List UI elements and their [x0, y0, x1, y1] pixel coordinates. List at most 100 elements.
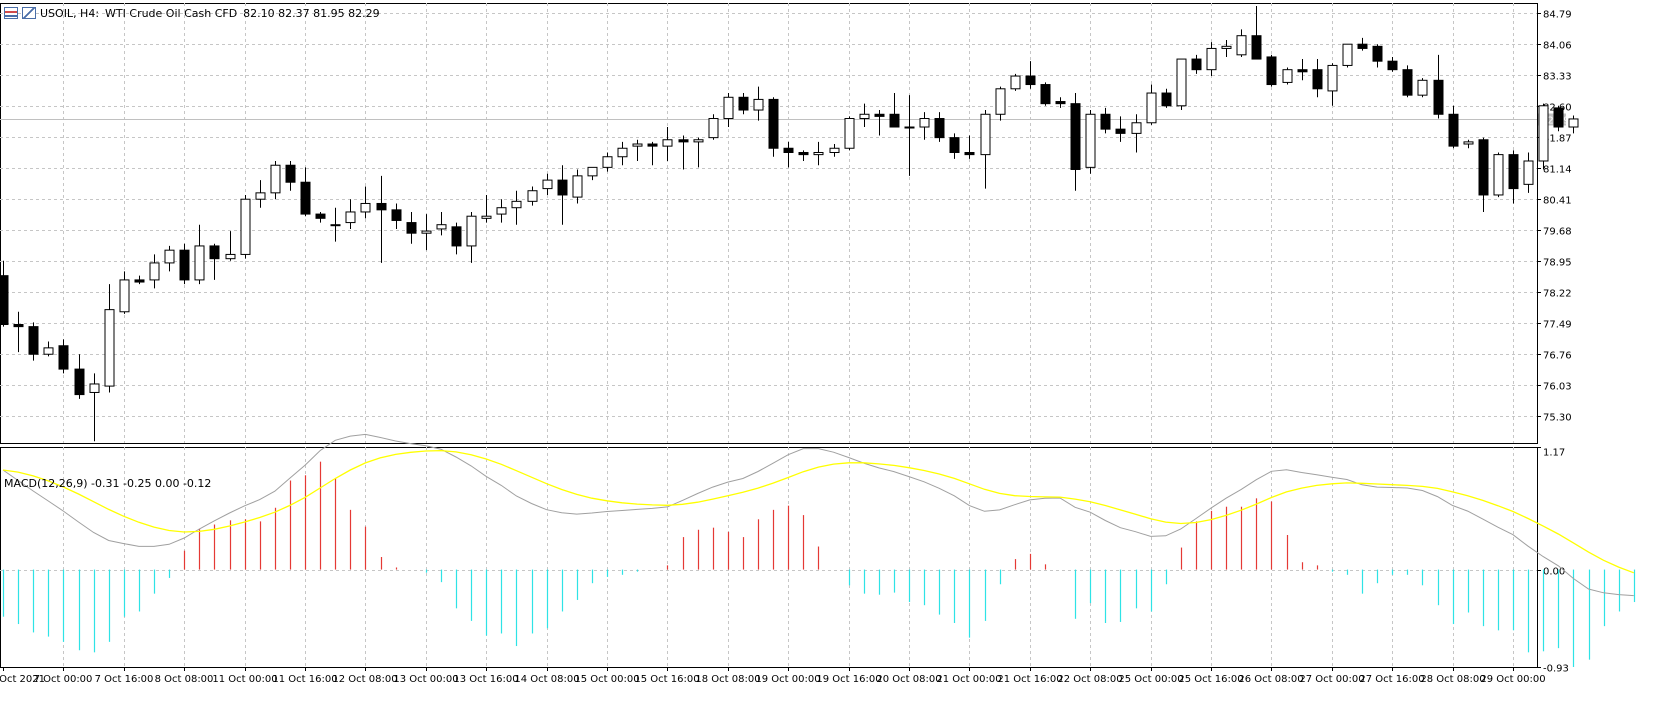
- chart-properties-icon[interactable]: [22, 7, 36, 19]
- candle-body: [134, 279, 145, 283]
- candle: [617, 141, 628, 166]
- candle: [1448, 105, 1459, 149]
- candle-body: [1538, 105, 1549, 162]
- candle: [179, 243, 190, 285]
- candle-body: [768, 98, 779, 149]
- candle-body: [1478, 139, 1489, 196]
- candle: [209, 243, 220, 280]
- candle-body: [421, 230, 432, 234]
- candle-body: [270, 164, 281, 194]
- y-tick-label: 76.76: [1543, 351, 1572, 362]
- candle-body: [1221, 45, 1232, 49]
- y-tick-label: 83.33: [1543, 72, 1572, 83]
- candle-body: [1357, 43, 1368, 49]
- candle-body: [1251, 35, 1262, 60]
- candle: [1115, 116, 1126, 142]
- x-tick-label: 19 Oct 16:00: [816, 674, 881, 685]
- x-tick-label: 11 Oct 16:00: [272, 674, 337, 685]
- candle-body: [1387, 60, 1398, 71]
- candle-body: [889, 113, 900, 128]
- candle-body: [1417, 79, 1428, 96]
- candle: [1251, 5, 1262, 60]
- candle: [1100, 107, 1111, 134]
- candle-body: [58, 345, 69, 370]
- candle-body: [1312, 69, 1323, 90]
- candle: [934, 112, 945, 142]
- candle-body: [587, 166, 598, 177]
- candle-body: [557, 179, 568, 196]
- candle-body: [723, 96, 734, 120]
- candle-body: [693, 139, 704, 143]
- candle-body: [678, 139, 689, 143]
- candle-body: [1146, 92, 1157, 124]
- y-tick-label: 81.87: [1543, 134, 1572, 145]
- candle: [0, 260, 9, 327]
- candle-body: [481, 215, 492, 219]
- candle: [1478, 137, 1489, 212]
- candle-body: [13, 324, 24, 328]
- x-tick-label: 12 Oct 08:00: [332, 674, 397, 685]
- candle: [1191, 54, 1202, 74]
- symbol-label: USOIL, H4:: [40, 6, 100, 20]
- macd-tick-label: 1.17: [1543, 448, 1565, 459]
- candle: [391, 203, 402, 229]
- candle: [813, 141, 824, 166]
- candle: [1010, 73, 1021, 91]
- candle: [1040, 82, 1051, 106]
- candle: [1372, 44, 1383, 68]
- candle-body: [708, 118, 719, 139]
- candle-body: [874, 113, 885, 117]
- candle-body: [602, 156, 613, 168]
- candle: [602, 152, 613, 172]
- candle: [89, 373, 100, 442]
- candle: [662, 127, 673, 161]
- x-tick-label: 29 Oct 00:00: [1480, 674, 1545, 685]
- candle: [496, 199, 507, 223]
- candle: [1417, 78, 1428, 98]
- candle-body: [542, 179, 553, 190]
- candle-body: [632, 143, 643, 147]
- candle-body: [904, 126, 915, 129]
- chart-window-icon: [4, 7, 18, 19]
- x-tick-label: 27 Oct 00:00: [1299, 674, 1364, 685]
- candle: [1387, 56, 1398, 72]
- candle: [708, 114, 719, 140]
- x-tick-label: 8 Oct 08:00: [155, 674, 214, 685]
- candle: [1538, 103, 1549, 170]
- candle: [421, 214, 432, 251]
- candle-body: [360, 202, 371, 213]
- candle: [255, 180, 266, 208]
- candle-body: [345, 211, 356, 224]
- candle-body: [119, 279, 130, 313]
- candle-body: [466, 215, 477, 247]
- candle-body: [617, 147, 628, 158]
- candle-body: [1055, 101, 1066, 105]
- x-tick-label: 15 Oct 00:00: [574, 674, 639, 685]
- candle-body: [1327, 64, 1338, 92]
- candle-body: [844, 118, 855, 149]
- candle: [285, 160, 296, 191]
- x-tick-label: 22 Oct 08:00: [1057, 674, 1122, 685]
- candle-body: [0, 275, 9, 326]
- candle: [587, 166, 598, 181]
- candle-body: [436, 224, 447, 230]
- candle-body: [813, 151, 824, 156]
- candle: [904, 95, 915, 176]
- y-tick-label: 75.30: [1543, 413, 1572, 424]
- candle: [874, 110, 885, 136]
- candle-body: [1131, 122, 1142, 134]
- x-tick-label: 21 Oct 16:00: [997, 674, 1062, 685]
- candle: [300, 167, 311, 217]
- candle: [58, 339, 69, 374]
- candle-body: [919, 118, 930, 128]
- candle: [768, 97, 779, 157]
- candle-body: [43, 347, 54, 355]
- candle-body: [1191, 58, 1202, 71]
- candle-body: [1463, 141, 1474, 145]
- candle: [481, 194, 492, 223]
- candle-body: [89, 383, 100, 393]
- candle-body: [1372, 45, 1383, 62]
- candle: [647, 141, 658, 166]
- candle-body: [315, 213, 326, 219]
